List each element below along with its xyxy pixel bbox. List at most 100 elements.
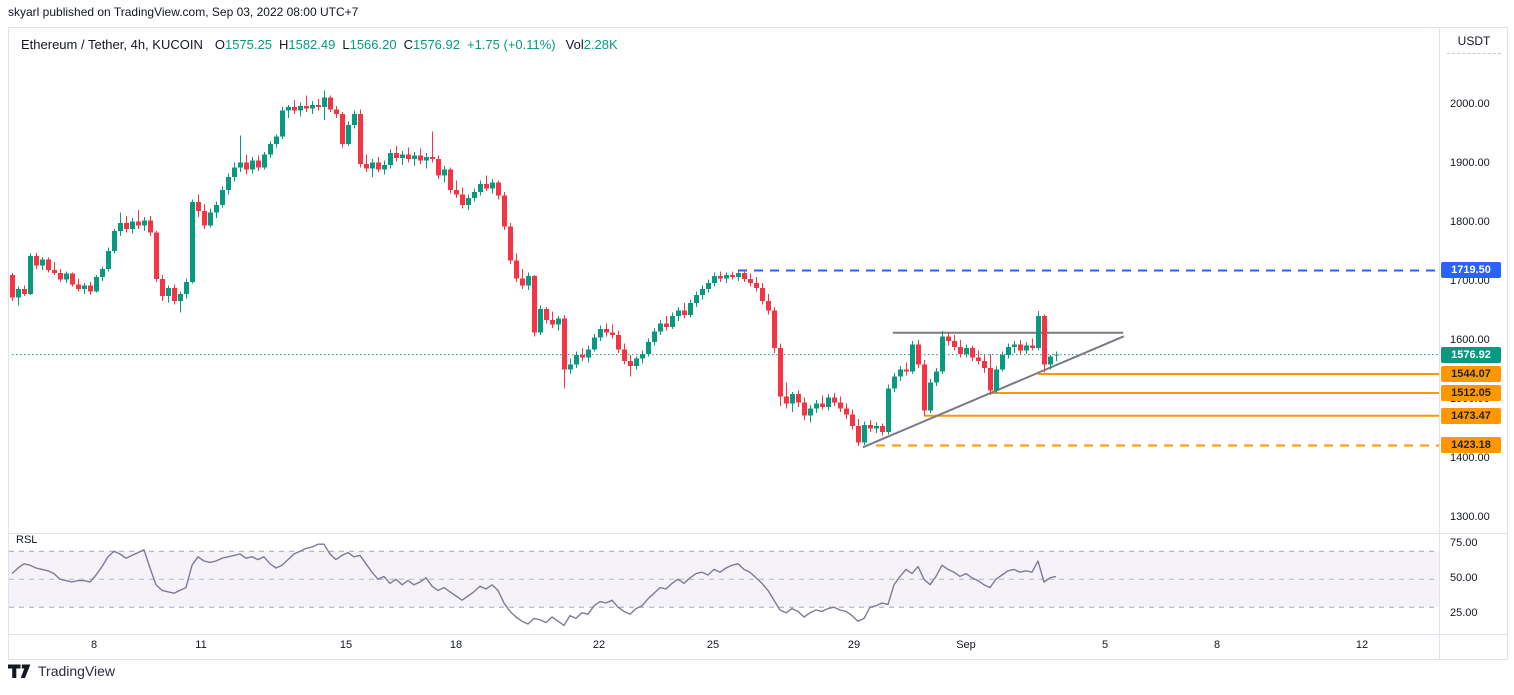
candle-body <box>658 323 663 332</box>
candle-body <box>256 160 261 168</box>
candle-body <box>814 403 819 409</box>
candle-body <box>136 221 141 226</box>
candle-body <box>10 274 15 298</box>
candle-body <box>622 349 627 362</box>
candle-body <box>160 279 165 297</box>
close-value: 1576.92 <box>412 37 460 52</box>
candle-body <box>724 274 729 279</box>
candle-body <box>880 426 885 432</box>
candle-body <box>928 382 933 411</box>
candle-body <box>514 260 519 279</box>
candle-body <box>856 426 861 443</box>
candle-body <box>154 232 159 280</box>
rsi-line <box>11 543 1057 627</box>
low-label: L <box>342 37 350 52</box>
time-axis[interactable]: 8 11 15 18 22 25 29 Sep 5 8 12 <box>9 634 1507 659</box>
candle-body <box>178 293 183 301</box>
candle-body <box>142 220 147 226</box>
candle-body <box>892 376 897 389</box>
candle-body <box>322 97 327 108</box>
candle-body <box>292 107 297 111</box>
candle-body <box>556 318 561 325</box>
time-tick-label: 29 <box>847 639 861 651</box>
candle-body <box>874 426 879 429</box>
candle-body <box>310 104 315 109</box>
candle-body <box>46 259 51 271</box>
candle-body <box>328 97 333 110</box>
candle-body <box>988 368 993 391</box>
candle-body <box>358 114 363 164</box>
symbol-legend[interactable]: Ethereum / Tether, 4h, KUCOIN O1575.25 H15… <box>21 37 625 52</box>
candle-body <box>904 369 909 372</box>
candle-body <box>364 163 369 169</box>
candle-body <box>244 162 249 170</box>
candle-body <box>634 358 639 366</box>
candle-body <box>544 309 549 320</box>
candle-body <box>952 341 957 347</box>
candle-body <box>646 342 651 355</box>
candle-body <box>652 331 657 343</box>
footer-brand-text: TradingView <box>38 663 116 679</box>
tradingview-logo-icon <box>8 664 31 678</box>
candle-body <box>730 274 735 278</box>
candle-body <box>34 255 39 266</box>
candle-body <box>718 276 723 279</box>
candle-body <box>778 348 783 397</box>
candle-body <box>1006 346 1011 356</box>
candle-body <box>184 281 189 294</box>
candle-body <box>772 310 777 349</box>
candle-body <box>1030 345 1035 349</box>
candle-body <box>346 124 351 144</box>
symbol-title[interactable]: Ethereum / Tether, 4h, KUCOIN <box>21 37 203 52</box>
candle-body <box>844 408 849 415</box>
candle-body <box>208 212 213 226</box>
candle-body <box>58 273 63 280</box>
candle-body <box>538 309 543 333</box>
candle-body <box>1054 354 1059 356</box>
candle-body <box>280 110 285 137</box>
candle-body <box>490 182 495 189</box>
trendline[interactable] <box>862 335 1125 449</box>
candle-body <box>334 109 339 115</box>
candle-body <box>226 176 231 190</box>
time-tick-label: 15 <box>339 639 353 651</box>
candle-body <box>286 107 291 111</box>
time-tick-label: 22 <box>592 639 606 651</box>
candle-body <box>574 355 579 365</box>
candle-body <box>898 369 903 377</box>
candle-body <box>70 273 75 285</box>
candle-body <box>472 192 477 199</box>
footer-brand[interactable]: TradingView <box>8 663 115 679</box>
candle-body <box>532 276 537 333</box>
candle-body <box>808 408 813 416</box>
candle-body <box>802 402 807 416</box>
candle-body <box>976 357 981 362</box>
candle-body <box>676 310 681 317</box>
candle-body <box>520 278 525 286</box>
candle-body <box>268 143 273 155</box>
candle-body <box>448 169 453 190</box>
candle-body <box>970 348 975 358</box>
rsi-indicator-label[interactable]: RSL <box>16 534 38 546</box>
candle-body <box>232 167 237 177</box>
candle-body <box>700 289 705 295</box>
candle-body <box>562 318 567 370</box>
candle-body <box>790 394 795 404</box>
candle-body <box>1018 344 1023 351</box>
candle-body <box>994 369 999 391</box>
candle-body <box>304 105 309 109</box>
time-tick-label: 12 <box>1355 639 1369 651</box>
candle-body <box>712 276 717 284</box>
candle-body <box>682 310 687 316</box>
candle-body <box>910 344 915 372</box>
volume-label: Vol <box>565 37 584 52</box>
chart-canvas[interactable] <box>9 28 1507 659</box>
candle-body <box>496 182 501 196</box>
published-line: skyarl published on TradingView.com, Sep… <box>8 5 359 19</box>
candle-body <box>1036 316 1041 349</box>
candle-body <box>742 273 747 280</box>
candle-body <box>370 162 375 169</box>
candle-body <box>508 226 513 261</box>
candle-body <box>376 162 381 170</box>
